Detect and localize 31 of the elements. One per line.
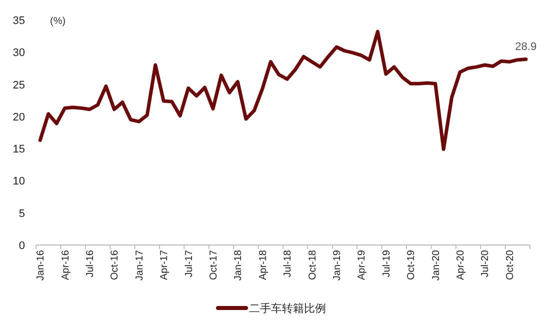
- data-label: 28.9: [515, 41, 537, 54]
- x-tick-label: Jul-17: [184, 250, 195, 278]
- x-tick-label: Jan-18: [233, 250, 244, 281]
- y-tick-label: 15: [12, 144, 25, 156]
- x-tick-label: Oct-18: [307, 250, 318, 280]
- x-tick-label: Jan-19: [332, 250, 344, 281]
- x-tick-label: Jan-17: [134, 250, 146, 281]
- x-tick-label: Jul-19: [381, 250, 392, 278]
- y-tick-label: 25: [12, 79, 25, 92]
- x-tick-label: Jul-18: [282, 250, 294, 278]
- x-tick-label: Jul-16: [85, 250, 96, 278]
- x-tick-label: Apr-16: [60, 250, 72, 280]
- x-tick-label: Apr-18: [258, 250, 269, 280]
- x-tick-label: Oct-16: [110, 250, 121, 280]
- x-tick-label: Oct-20: [504, 250, 516, 280]
- x-tick-label: Apr-17: [159, 250, 170, 280]
- x-tick-label: Oct-19: [406, 250, 418, 280]
- x-tick-label: Apr-19: [356, 250, 368, 280]
- x-tick-label: Jul-20: [480, 250, 492, 278]
- y-tick-label: 0: [18, 240, 25, 252]
- y-axis-title: (%): [50, 16, 66, 27]
- y-tick-label: 5: [18, 208, 25, 220]
- y-tick-label: 20: [12, 111, 25, 124]
- x-tick-label: Apr-20: [456, 250, 467, 280]
- x-tick-label: Jan-16: [36, 250, 47, 281]
- x-tick-label: Oct-17: [208, 250, 220, 280]
- legend-label: 二手车转籍比例: [249, 302, 326, 315]
- y-tick-label: 10: [12, 176, 25, 188]
- y-tick-label: 35: [12, 15, 25, 27]
- x-tick-label: Jan-20: [430, 250, 442, 281]
- y-tick-label: 30: [12, 47, 25, 60]
